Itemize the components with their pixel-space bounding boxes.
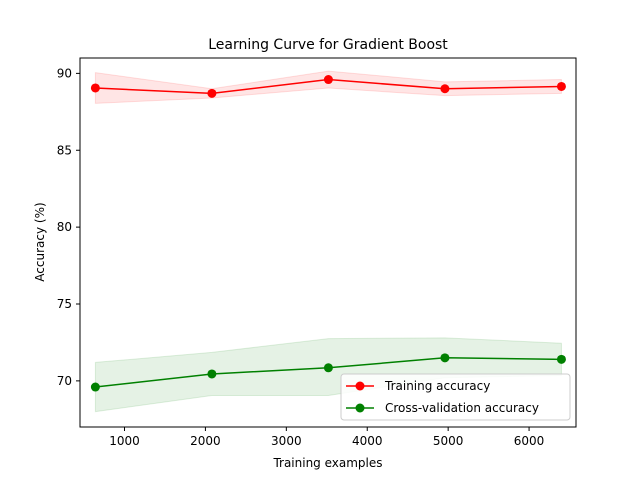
x-axis-label: Training examples bbox=[272, 456, 382, 470]
series-0-point bbox=[556, 81, 566, 91]
legend-entry: Cross-validation accuracy bbox=[385, 401, 539, 415]
x-tick-label: 2000 bbox=[190, 434, 221, 448]
x-tick-label: 4000 bbox=[352, 434, 383, 448]
series-1-point bbox=[323, 363, 333, 373]
series-0-point bbox=[207, 88, 217, 98]
y-tick-label: 70 bbox=[57, 374, 72, 388]
series-1-point bbox=[90, 382, 100, 392]
x-axis-ticks: 1000 2000 3000 4000 5000 6000 bbox=[109, 427, 544, 448]
x-tick-label: 1000 bbox=[109, 434, 140, 448]
y-axis-ticks: 70 75 80 85 90 bbox=[57, 66, 80, 388]
legend-marker bbox=[355, 403, 365, 413]
legend: Training accuracy Cross-validation accura… bbox=[340, 373, 571, 421]
y-tick-label: 85 bbox=[57, 143, 72, 157]
x-tick-label: 6000 bbox=[514, 434, 545, 448]
x-tick-label: 5000 bbox=[433, 434, 464, 448]
plot-frame bbox=[79, 57, 577, 428]
series-1-point bbox=[207, 369, 217, 379]
y-tick-label: 90 bbox=[57, 66, 72, 80]
series-1-point bbox=[556, 354, 566, 364]
y-tick-label: 75 bbox=[57, 297, 72, 311]
y-tick-label: 80 bbox=[57, 220, 72, 234]
legend-marker bbox=[355, 381, 365, 391]
chart-title: Learning Curve for Gradient Boost bbox=[208, 37, 448, 53]
y-axis-label: Accuracy (%) bbox=[33, 202, 47, 281]
series-1-point bbox=[440, 353, 450, 363]
legend-entry: Training accuracy bbox=[384, 379, 490, 393]
legend-box bbox=[340, 373, 571, 421]
series-0-point bbox=[90, 83, 100, 93]
x-tick-label: 3000 bbox=[271, 434, 302, 448]
series-0-point bbox=[323, 75, 333, 85]
series-points bbox=[90, 75, 566, 392]
series-0-point bbox=[440, 84, 450, 94]
